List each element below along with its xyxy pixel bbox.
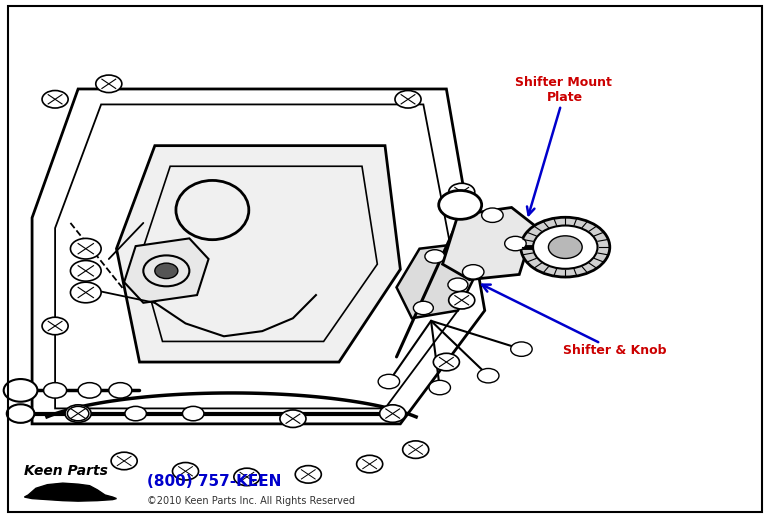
Circle shape (78, 383, 101, 398)
Polygon shape (443, 208, 534, 280)
Circle shape (429, 380, 450, 395)
Polygon shape (116, 146, 400, 362)
Circle shape (109, 383, 132, 398)
Circle shape (439, 191, 482, 219)
Circle shape (42, 91, 68, 108)
Circle shape (448, 278, 468, 292)
Text: Shifter Mount 
Plate: Shifter Mount Plate (514, 77, 616, 215)
Text: Shifter & Knob: Shifter & Knob (482, 284, 667, 357)
Circle shape (67, 406, 89, 421)
Circle shape (182, 406, 204, 421)
Circle shape (395, 91, 421, 108)
Circle shape (95, 75, 122, 93)
Circle shape (449, 292, 475, 309)
Circle shape (504, 236, 526, 251)
Circle shape (380, 405, 406, 422)
Circle shape (295, 466, 321, 483)
Circle shape (434, 353, 460, 371)
Circle shape (280, 410, 306, 427)
Circle shape (172, 463, 199, 480)
Circle shape (533, 225, 598, 269)
Circle shape (7, 404, 35, 423)
Circle shape (425, 250, 445, 263)
Circle shape (449, 183, 475, 201)
Circle shape (4, 379, 38, 402)
Circle shape (463, 265, 484, 279)
Circle shape (378, 375, 400, 388)
Circle shape (403, 441, 429, 458)
Circle shape (521, 217, 610, 277)
Circle shape (511, 342, 532, 356)
Circle shape (65, 405, 91, 422)
Circle shape (42, 317, 68, 335)
Circle shape (413, 301, 434, 314)
Circle shape (477, 368, 499, 383)
Text: ©2010 Keen Parts Inc. All Rights Reserved: ©2010 Keen Parts Inc. All Rights Reserve… (147, 496, 355, 506)
Circle shape (125, 406, 146, 421)
Text: Keen Parts: Keen Parts (25, 464, 109, 478)
Text: (800) 757-KEEN: (800) 757-KEEN (147, 474, 282, 489)
Circle shape (44, 383, 66, 398)
Circle shape (548, 236, 582, 258)
Circle shape (482, 208, 503, 222)
Circle shape (111, 452, 137, 470)
Circle shape (70, 282, 101, 303)
Polygon shape (25, 483, 116, 501)
Polygon shape (397, 243, 481, 318)
Circle shape (234, 468, 260, 486)
Circle shape (70, 261, 101, 281)
Polygon shape (124, 238, 209, 303)
Circle shape (70, 238, 101, 259)
Circle shape (357, 455, 383, 473)
Circle shape (155, 263, 178, 279)
